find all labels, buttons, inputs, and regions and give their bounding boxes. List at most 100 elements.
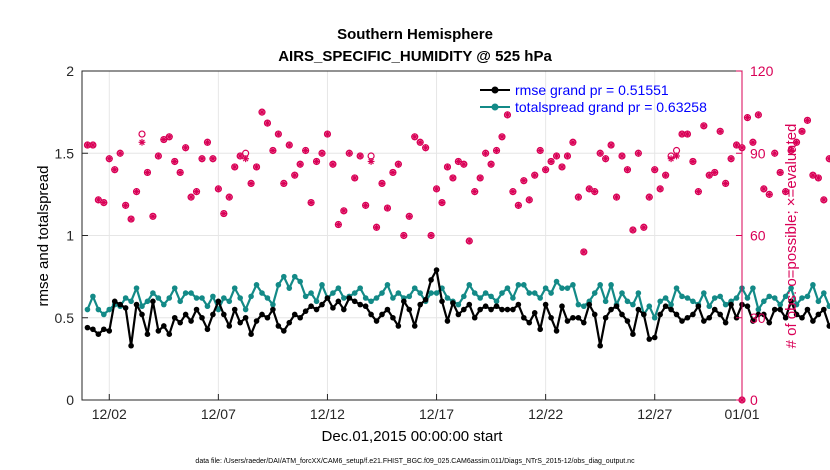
totalspread-point — [657, 298, 663, 305]
obs-evaluated-point — [476, 174, 484, 182]
rmse-point — [302, 308, 309, 314]
rmse-point — [417, 301, 423, 308]
obs-evaluated-point — [705, 171, 713, 179]
obs-evaluated-point — [389, 169, 397, 176]
obs-evaluated-point — [193, 188, 200, 196]
totalspread-point — [662, 295, 669, 301]
rmse-point — [161, 323, 167, 329]
obs-evaluated-point — [814, 174, 822, 182]
obs-evaluated-point — [345, 149, 353, 157]
totalspread-point — [417, 290, 423, 296]
totalspread-point — [237, 295, 243, 301]
rmse-point — [308, 303, 314, 310]
obs-evaluated-point — [138, 138, 146, 146]
rmse-point — [286, 319, 293, 326]
obs-evaluated-point — [547, 158, 555, 165]
axes-layer: 0 0.5 1 1.5 2 0 30 60 90 120 12/02 12/07 12/12 12/17 1… — [55, 63, 774, 422]
rmse-point — [422, 296, 429, 303]
rmse-point — [401, 298, 407, 305]
totalspread-point — [619, 290, 625, 296]
rmse-point — [777, 306, 783, 313]
obs-evaluated-point — [504, 111, 511, 119]
rmse-point — [177, 319, 183, 326]
obs-evaluated-point — [765, 190, 773, 198]
totalspread-point — [521, 282, 527, 288]
totalspread-point — [302, 293, 309, 300]
rmse-point — [182, 311, 189, 318]
totalspread-point — [253, 282, 260, 288]
totalspread-point — [755, 306, 762, 313]
obs-evaluated-point — [264, 119, 271, 127]
rmse-point — [619, 311, 625, 318]
rmse-point — [439, 298, 445, 305]
obs-evaluated-point — [89, 141, 97, 149]
rmse-point — [144, 331, 151, 338]
totalspread-point — [537, 295, 543, 301]
rmse-point — [226, 323, 233, 329]
rmse-point — [90, 326, 96, 333]
totalspread-point — [231, 285, 238, 291]
obs-evaluated-point — [105, 155, 113, 163]
rmse-point — [635, 306, 642, 313]
totalspread-point — [210, 293, 216, 300]
rmse-point — [744, 303, 751, 310]
rmse-point — [662, 303, 669, 310]
totalspread-point — [793, 301, 800, 308]
totalspread-point — [193, 295, 200, 301]
obs-evaluated-point — [313, 158, 320, 165]
rmse-point — [362, 303, 369, 310]
rmse-point — [466, 301, 473, 308]
rmse-point — [101, 326, 107, 333]
totalspread-point — [575, 301, 582, 308]
rmse-point — [139, 311, 145, 318]
totalspread-point — [701, 290, 707, 296]
totalspread-point — [711, 295, 718, 301]
totalspread-point — [341, 295, 347, 301]
obs-evaluated-point — [204, 138, 211, 146]
rmse-point — [630, 331, 636, 338]
rmse-point — [826, 323, 830, 329]
rmse-point — [526, 319, 533, 326]
rmse-point — [111, 298, 118, 305]
obs-evaluated-point — [127, 215, 135, 223]
obs-evaluated-point — [405, 212, 413, 220]
rmse-point — [761, 311, 767, 318]
rmse-point — [586, 301, 593, 308]
rmse-point — [357, 301, 363, 308]
obs-evaluated-point — [825, 155, 830, 163]
totalspread-point — [281, 273, 287, 280]
rmse-point — [291, 311, 298, 318]
totalspread-point — [161, 301, 167, 308]
y-axis-left-label: rmse and totalspread — [35, 166, 52, 307]
obs-evaluated-point — [165, 133, 173, 141]
rmse-line — [87, 268, 830, 347]
rmse-point — [477, 306, 483, 313]
obs-evaluated-point — [209, 155, 217, 163]
obs-evaluated-point — [291, 171, 299, 179]
totalspread-point — [177, 298, 183, 305]
obs-evaluated-point — [820, 196, 828, 204]
rmse-point — [482, 303, 489, 310]
rmse-point — [548, 314, 554, 321]
obs-evaluated-point — [116, 149, 124, 157]
totalspread-point — [548, 290, 554, 296]
obs-evaluated-point — [438, 199, 446, 206]
obs-evaluated-point — [133, 188, 140, 196]
obs-evaluated-point — [749, 138, 757, 146]
totalspread-point — [362, 295, 369, 301]
y-right-tick-label: 0 — [750, 392, 758, 408]
totalspread-point — [782, 293, 789, 300]
totalspread-point — [651, 314, 658, 321]
obs-evaluated-point — [482, 149, 490, 157]
rmse-point — [771, 306, 778, 313]
obs-evaluated-point — [433, 185, 440, 193]
rmse-point — [553, 328, 560, 334]
rmse-series — [84, 267, 830, 349]
obs-evaluated-point — [362, 201, 370, 209]
totalspread-point — [308, 290, 314, 296]
obs-evaluated-point — [662, 171, 670, 179]
rmse-point — [237, 319, 243, 326]
y-left-tick-label: 0.5 — [55, 310, 75, 326]
rmse-point — [155, 328, 162, 334]
